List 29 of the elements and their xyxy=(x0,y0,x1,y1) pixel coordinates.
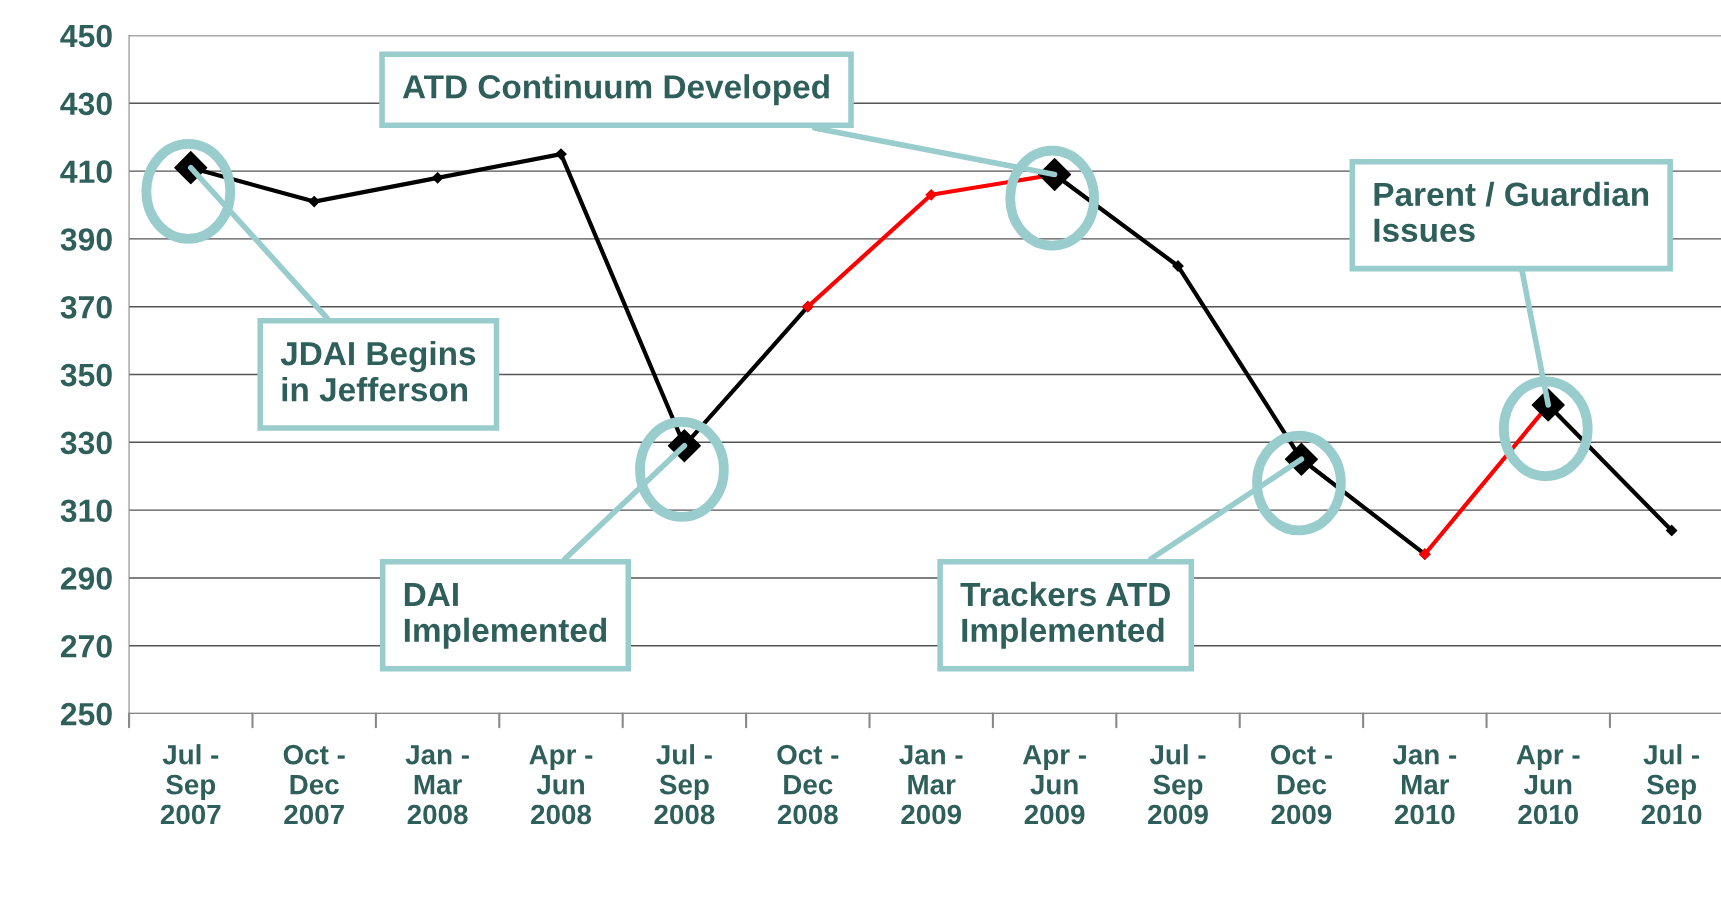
x-tick-label: Jul - Sep 2007 xyxy=(160,744,221,825)
x-tick-label: Apr - Jun 2009 xyxy=(1022,745,1086,825)
annotation: Parent / Guardian Issues xyxy=(1374,181,1649,243)
x-tick-label: Oct - Dec 2007 xyxy=(283,744,345,825)
annotation: JDAI Begins in Jefferson xyxy=(280,340,476,402)
x-tick-label: Jul - Sep 2008 xyxy=(654,744,715,825)
y-tick-label: 270 xyxy=(60,635,112,658)
x-tick-label: Apr - Jun 2008 xyxy=(529,745,593,825)
annotation: DAI Implemented xyxy=(404,582,607,649)
y-tick-label: 330 xyxy=(60,431,112,455)
x-tick-label: Jan - Mar 2010 xyxy=(1392,745,1457,825)
y-tick-label: 370 xyxy=(60,295,112,319)
y-tick-label: 290 xyxy=(60,567,112,590)
x-tick-label: Oct - Dec 2008 xyxy=(777,744,839,825)
x-tick-label: Oct - Dec 2009 xyxy=(1270,744,1332,825)
x-tick-label: Jan - Mar 2009 xyxy=(899,745,963,825)
y-tick-label: 310 xyxy=(60,499,112,523)
annotation: Trackers ATD Implemented xyxy=(960,581,1170,649)
y-tick-label: 390 xyxy=(60,228,112,251)
y-tick-label: 250 xyxy=(60,702,112,726)
annotation: ATD Continuum Developed xyxy=(402,74,829,106)
x-tick-label: Jul - Sep 2010 xyxy=(1641,744,1702,825)
y-tick-label: 430 xyxy=(60,92,112,116)
y-tick-label: 350 xyxy=(60,363,112,387)
y-tick-label: 450 xyxy=(60,24,112,48)
x-tick-label: Jul - Sep 2009 xyxy=(1148,744,1208,825)
y-tick-label: 410 xyxy=(60,160,112,183)
x-tick-label: Jan - Mar 2008 xyxy=(405,745,469,825)
x-tick-label: Apr - Jun 2010 xyxy=(1516,745,1580,825)
